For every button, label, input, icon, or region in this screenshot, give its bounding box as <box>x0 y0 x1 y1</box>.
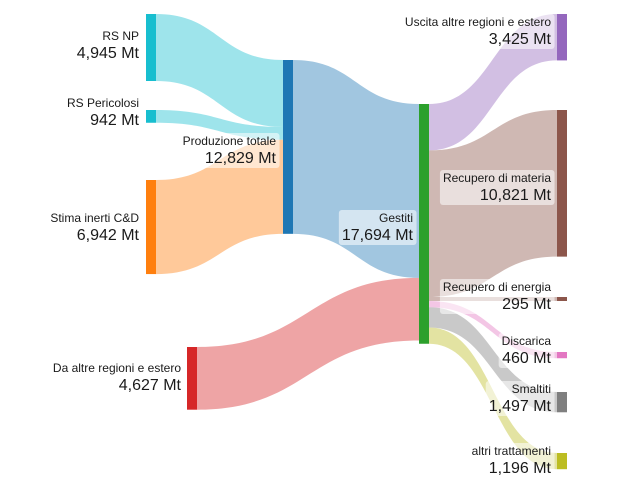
node-name-inerti: Stima inerti C&D <box>50 211 139 225</box>
node-value-gestiti: 17,694 Mt <box>342 227 414 244</box>
node-value-prod: 12,829 Mt <box>205 150 277 167</box>
label-bg-smaltiti <box>485 381 555 416</box>
node-name-altri: altri trattamenti <box>472 444 551 458</box>
node-name-rs_per: RS Pericolosi <box>67 96 139 110</box>
label-discarica: Discarica 460 Mt <box>498 333 555 368</box>
node-value-rs_per: 942 Mt <box>90 112 139 129</box>
node-name-discarica: Discarica <box>502 334 552 348</box>
label-rs_np: RS NP 4,945 Mt <box>73 28 143 63</box>
node-name-energia: Recupero di energia <box>443 280 551 294</box>
node-value-altri: 1,196 Mt <box>489 460 552 477</box>
node-name-materia: Recupero di materia <box>443 171 551 185</box>
node-name-smaltiti: Smaltiti <box>512 382 551 396</box>
node-value-inerti: 6,942 Mt <box>77 227 140 244</box>
node-value-energia: 295 Mt <box>502 296 551 313</box>
node-rs_per <box>146 110 156 123</box>
label-bg-rs_np <box>73 28 143 63</box>
node-smaltiti <box>557 392 567 413</box>
label-smaltiti: Smaltiti 1,497 Mt <box>485 381 555 416</box>
link-gestiti-to-discarica <box>429 301 557 359</box>
label-prod: Produzione totale 12,829 Mt <box>179 133 280 168</box>
node-gestiti <box>419 104 429 344</box>
node-rs_np <box>146 14 156 82</box>
node-name-altre_in: Da altre regioni e estero <box>53 361 181 375</box>
label-bg-gestiti <box>338 210 417 245</box>
nodes-layer <box>146 14 567 470</box>
node-energia <box>557 297 567 301</box>
label-bg-prod <box>179 133 280 168</box>
label-bg-discarica <box>498 333 555 368</box>
label-gestiti: Gestiti 17,694 Mt <box>338 210 417 245</box>
node-value-altre_in: 4,627 Mt <box>119 377 182 394</box>
label-bg-uscita <box>401 14 555 49</box>
labels-layer: RS NP 4,945 Mt RS Pericolosi 942 Mt Stima in… <box>47 14 555 478</box>
label-altre_in: Da altre regioni e estero 4,627 Mt <box>49 360 185 395</box>
node-value-materia: 10,821 Mt <box>480 187 552 204</box>
node-name-prod: Produzione totale <box>183 134 277 148</box>
label-altri: altri trattamenti 1,196 Mt <box>468 443 555 478</box>
label-rs_per: RS Pericolosi 942 Mt <box>63 95 143 130</box>
node-value-uscita: 3,425 Mt <box>489 31 552 48</box>
node-uscita <box>557 14 567 61</box>
node-value-smaltiti: 1,497 Mt <box>489 398 552 415</box>
label-energia: Recupero di energia 295 Mt <box>439 279 555 314</box>
node-value-rs_np: 4,945 Mt <box>77 45 140 62</box>
label-bg-rs_per <box>63 95 143 130</box>
label-bg-altre_in <box>49 360 185 395</box>
label-bg-energia <box>439 279 555 314</box>
node-prod <box>283 60 293 234</box>
link-altre_in-to-gestiti <box>197 277 419 410</box>
label-bg-inerti <box>47 210 143 245</box>
label-bg-altri <box>468 443 555 478</box>
node-name-uscita: Uscita altre regioni e estero <box>405 15 551 29</box>
node-materia <box>557 110 567 257</box>
node-altre_in <box>187 347 197 410</box>
node-name-rs_np: RS NP <box>102 29 139 43</box>
node-discarica <box>557 352 567 359</box>
link-rs_per-to-prod <box>156 110 283 140</box>
node-value-discarica: 460 Mt <box>502 350 551 367</box>
label-materia: Recupero di materia 10,821 Mt <box>439 170 555 205</box>
node-inerti <box>146 180 156 275</box>
link-prod-to-gestiti <box>293 60 419 278</box>
node-altri <box>557 453 567 470</box>
link-rs_np-to-prod <box>156 14 283 128</box>
label-bg-materia <box>439 170 555 205</box>
label-uscita: Uscita altre regioni e estero 3,425 Mt <box>401 14 555 49</box>
node-name-gestiti: Gestiti <box>379 211 413 225</box>
label-inerti: Stima inerti C&D 6,942 Mt <box>47 210 143 245</box>
link-inerti-to-prod <box>156 139 283 275</box>
